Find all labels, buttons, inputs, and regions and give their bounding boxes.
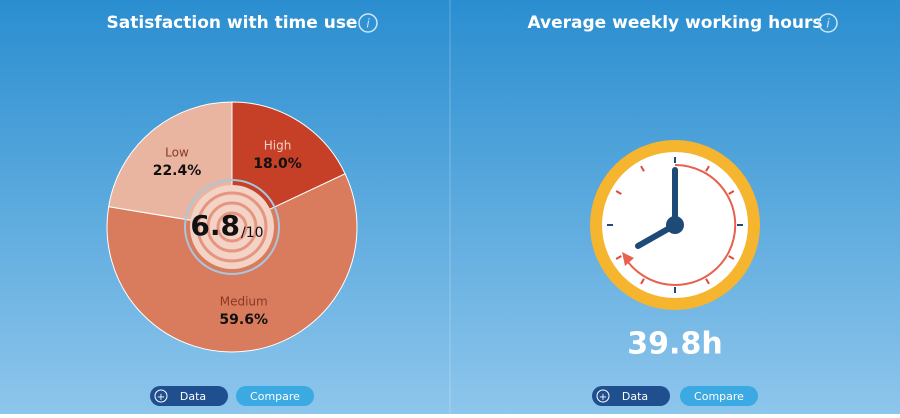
slice-category: High: [264, 139, 292, 153]
button-label: Compare: [250, 390, 300, 403]
slice-value-label: 18.0%: [253, 156, 302, 172]
pie-chart: High 18.0% Medium 59.6% Low 22.4% 6.8/10: [107, 102, 357, 352]
button-label: Data: [622, 390, 648, 403]
chart-title: Satisfaction with time use: [107, 13, 358, 33]
plus-icon-text: +: [157, 392, 165, 403]
plus-icon-text: +: [599, 392, 607, 403]
button-label: Compare: [694, 390, 744, 403]
clock: [590, 140, 760, 310]
slice-value-label: 59.6%: [219, 312, 268, 328]
score-scale: /10: [241, 225, 264, 241]
panel-title: Average weekly working hours: [527, 13, 822, 33]
hours-value: 39.8h: [627, 327, 722, 362]
clock-center: [666, 216, 684, 234]
dashboard: Satisfaction with time use i High18.0%Me…: [0, 0, 900, 414]
slice-value-label: 22.4%: [153, 163, 202, 179]
slice-category: Medium: [220, 295, 268, 309]
slice-category: Low: [165, 146, 189, 160]
score: 6.8: [190, 209, 240, 242]
button-label: Data: [180, 390, 206, 403]
